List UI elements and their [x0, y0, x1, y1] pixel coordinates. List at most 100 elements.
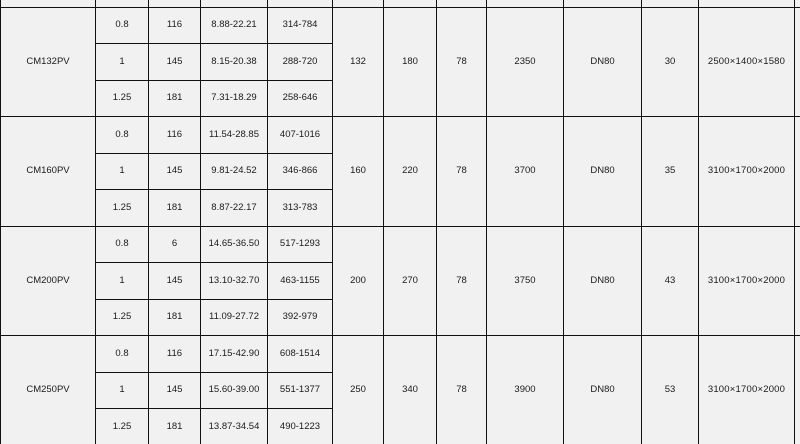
cell-cfm: 517-1293 [267, 225, 333, 263]
table-row: 1 145 13.10-32.70 463-1155 [1, 262, 800, 300]
cell-connection: DN100 [794, 225, 800, 336]
cell-power-kw: 160 [332, 116, 384, 227]
cell-air-outlet: DN80 [563, 335, 642, 444]
cell-power-hp: 180 [383, 6, 437, 117]
table-row: CM160PV 0.8 116 11.54-28.85 407-1016 160… [0, 116, 800, 227]
cell-speed: 6 [148, 225, 201, 263]
cell-flow: 15.60-39.00 [200, 371, 268, 409]
cell-flow-clipped: 7.31-18.29 [200, 0, 268, 8]
cell-oil: 30 [641, 6, 699, 117]
cell-flow: 17.15-42.90 [200, 335, 268, 373]
cell-oil: 35 [641, 116, 699, 227]
cell-power-hp: 220 [383, 116, 437, 227]
cell-dimensions-clipped [698, 0, 795, 8]
table-row: 1 145 15.60-39.00 551-1377 [1, 371, 800, 409]
cell-model: CM250PV [0, 335, 96, 444]
cell-pressure: 1.25 [95, 408, 149, 444]
cell-noise: 78 [436, 225, 487, 336]
cell-speed: 181 [148, 189, 201, 227]
cell-pressure: 0.8 [95, 116, 149, 154]
cell-oil-clipped [641, 0, 699, 8]
cell-pressure: 1 [95, 262, 149, 300]
cell-cfm: 551-1377 [267, 371, 333, 409]
table-row: 1.25 181 8.87-22.17 313-783 [1, 189, 800, 227]
cell-flow: 8.88-22.21 [200, 6, 268, 44]
cell-speed: 145 [148, 371, 201, 409]
cell-speed: 181 [148, 79, 201, 117]
cell-outlet-clipped [563, 0, 642, 8]
cell-speed: 145 [148, 152, 201, 190]
cell-cfm: 407-1016 [267, 116, 333, 154]
cell-cfm: 463-1155 [267, 262, 333, 300]
cell-speed: 116 [148, 6, 201, 44]
cell-weight: 3750 [486, 225, 564, 336]
cell-weight: 3700 [486, 116, 564, 227]
cell-speed: 145 [148, 43, 201, 81]
cell-connection: DN100 [794, 116, 800, 227]
cell-model: CM132PV [0, 6, 96, 117]
cell-pressure: 1.25 [95, 189, 149, 227]
cell-connection-clipped [794, 0, 800, 8]
table-row: 1.25 181 13.87-34.54 490-1223 [1, 408, 800, 444]
table-row-clipped: 1.25 181 7.31-18.29 258-646 [0, 0, 800, 8]
cell-cfm: 288-720 [267, 43, 333, 81]
cell-flow: 13.87-34.54 [200, 408, 268, 444]
cell-air-outlet: DN80 [563, 225, 642, 336]
cell-pressure-clipped: 1.25 [95, 0, 149, 8]
cell-model: CM200PV [0, 225, 96, 336]
cell-speed: 116 [148, 116, 201, 154]
cell-power-kw: 200 [332, 225, 384, 336]
cell-cfm: 392-979 [267, 298, 333, 336]
cell-cfm: 313-783 [267, 189, 333, 227]
cell-power-kw: 132 [332, 6, 384, 117]
table-row: 1.25 181 11.09-27.72 392-979 [1, 298, 800, 336]
cell-speed-clipped: 181 [148, 0, 201, 8]
cell-noise: 78 [436, 6, 487, 117]
cell-flow: 13.10-32.70 [200, 262, 268, 300]
cell-dimensions: 3100×1700×2000 [698, 116, 795, 227]
cell-air-outlet: DN80 [563, 116, 642, 227]
cell-cfm: 314-784 [267, 6, 333, 44]
cell-cfm: 490-1223 [267, 408, 333, 444]
cell-dimensions: 3100×1700×2000 [698, 335, 795, 444]
cell-model: CM160PV [0, 116, 96, 227]
cell-speed: 145 [148, 262, 201, 300]
cell-weight: 3900 [486, 335, 564, 444]
table-row: CM250PV 0.8 116 17.15-42.90 608-1514 250… [0, 335, 800, 444]
cell-pressure: 0.8 [95, 6, 149, 44]
cell-dimensions: 2500×1400×1580 [698, 6, 795, 117]
cell-speed: 181 [148, 408, 201, 444]
cell-pressure: 0.8 [95, 335, 149, 373]
cell-model-clipped [0, 0, 96, 8]
cell-air-outlet: DN80 [563, 6, 642, 117]
cell-pressure: 1 [95, 43, 149, 81]
cell-flow: 7.31-18.29 [200, 79, 268, 117]
table-row: 1.25 181 7.31-18.29 258-646 [1, 79, 800, 117]
cell-pressure: 0.8 [95, 225, 149, 263]
cell-speed: 181 [148, 298, 201, 336]
table-row: 1 145 9.81-24.52 346-866 [1, 152, 800, 190]
table-row: CM132PV 0.8 116 8.88-22.21 314-784 132 1… [0, 6, 800, 117]
cell-flow: 8.87-22.17 [200, 189, 268, 227]
cell-cfm: 608-1514 [267, 335, 333, 373]
cell-cfm: 258-646 [267, 79, 333, 117]
cell-flow: 9.81-24.52 [200, 152, 268, 190]
table-row: CM200PV 0.8 6 14.65-36.50 517-1293 200 2… [0, 225, 800, 336]
cell-oil: 43 [641, 225, 699, 336]
cell-connection: DN100 [794, 335, 800, 444]
cell-weight: 2350 [486, 6, 564, 117]
cell-noise: 78 [436, 116, 487, 227]
cell-flow: 11.54-28.85 [200, 116, 268, 154]
cell-cfm: 346-866 [267, 152, 333, 190]
cell-flow: 8.15-20.38 [200, 43, 268, 81]
cell-power-kw-clipped [332, 0, 384, 8]
cell-connection: 2 1/2" [794, 6, 800, 117]
cell-flow: 11.09-27.72 [200, 298, 268, 336]
cell-weight-clipped [486, 0, 564, 8]
cell-power-kw: 250 [332, 335, 384, 444]
cell-dimensions: 3100×1700×2000 [698, 225, 795, 336]
